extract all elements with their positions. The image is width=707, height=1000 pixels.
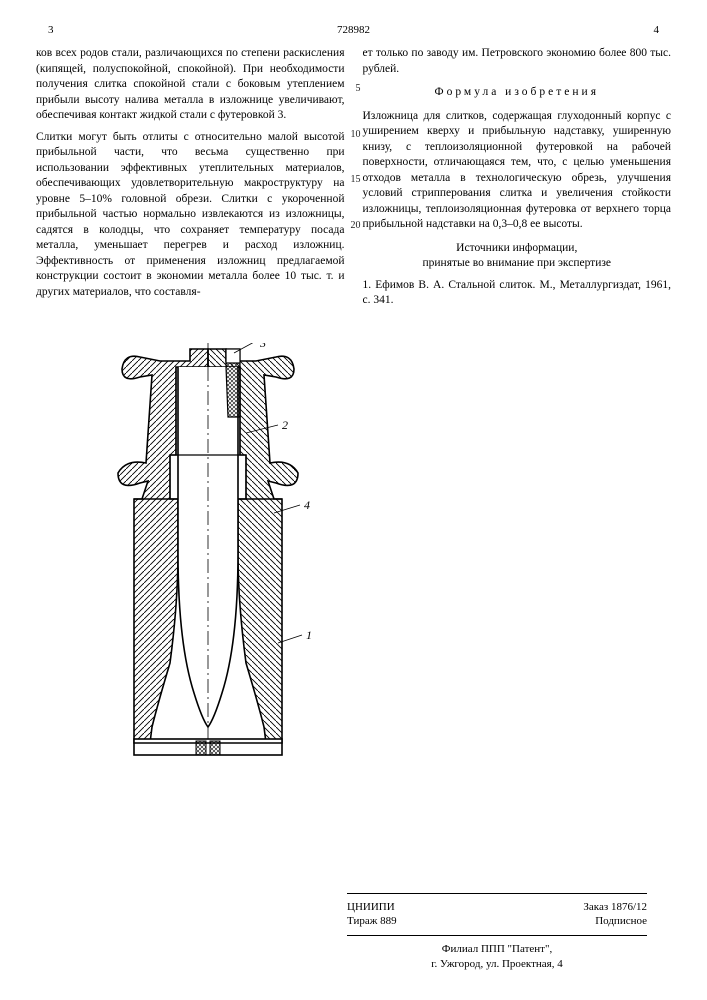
- sources-header: Источники информации,: [363, 241, 672, 257]
- doc-number: 728982: [54, 24, 654, 36]
- mold-diagram: 3 2 4 1: [78, 343, 338, 763]
- line-markers: 5 10 15 20: [349, 46, 361, 232]
- marker-15: 15: [349, 173, 361, 187]
- right-p1: ет только по заводу им. Петровского экон…: [363, 46, 672, 77]
- left-column: ков всех родов стали, различающихся по с…: [36, 46, 345, 315]
- marker-10: 10: [349, 128, 361, 142]
- sources-sub: принятые во внимание при экспертизе: [363, 256, 672, 272]
- left-p1: ков всех родов стали, различающихся по с…: [36, 46, 345, 124]
- imprint-footer: ЦНИИПИ Заказ 1876/12 Тираж 889 Подписное…: [347, 887, 647, 972]
- text-columns: ков всех родов стали, различающихся по с…: [36, 46, 671, 315]
- tirazh-num: 889: [380, 915, 397, 927]
- subscribe: Подписное: [595, 914, 647, 929]
- fig-label-1: 1: [306, 628, 312, 642]
- left-p2: Слитки могут быть отлиты с относительно …: [36, 130, 345, 301]
- fig-label-4: 4: [304, 498, 310, 512]
- right-column: 5 10 15 20 ет только по заводу им. Петро…: [363, 46, 672, 315]
- fig-label-2: 2: [282, 418, 288, 432]
- org: ЦНИИПИ: [347, 900, 395, 915]
- reference-1: 1. Ефимов В. А. Стальной слиток. М., Мет…: [363, 278, 672, 309]
- figure: 3 2 4 1: [78, 343, 671, 763]
- page-header: 3 728982 4: [36, 24, 671, 36]
- fig-label-3: 3: [259, 343, 266, 350]
- right-p2: Изложница для слитков, содержащая глуход…: [363, 109, 672, 233]
- order-label: Заказ: [583, 901, 608, 913]
- page-num-right: 4: [654, 24, 660, 36]
- tirazh-label: Тираж: [347, 915, 377, 927]
- order-num: 1876/12: [611, 901, 647, 913]
- address: г. Ужгород, ул. Проектная, 4: [347, 957, 647, 972]
- marker-20: 20: [349, 219, 361, 233]
- branch: Филиал ППП "Патент",: [347, 942, 647, 957]
- marker-5: 5: [349, 82, 361, 96]
- formula-header: Формула изобретения: [363, 85, 672, 101]
